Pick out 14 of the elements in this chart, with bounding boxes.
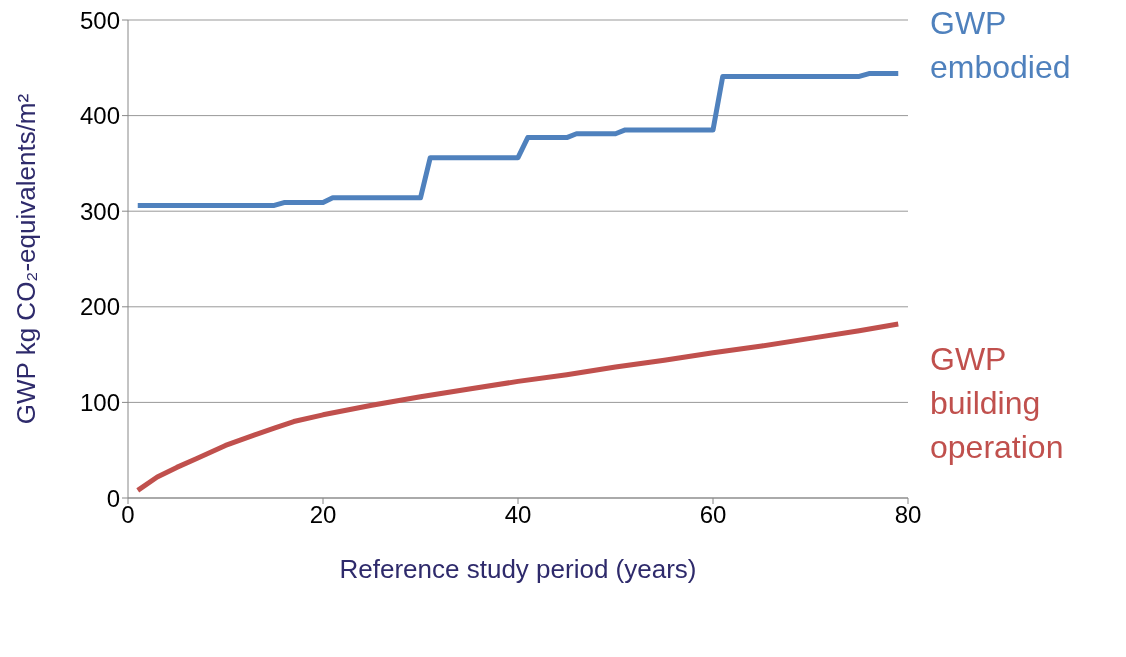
x-tick-label: 20 xyxy=(309,501,337,529)
y-axis-title: GWP kg CO₂-equivalents/m² xyxy=(11,93,42,425)
y-tick-label: 500 xyxy=(79,6,120,34)
y-tick-label: 100 xyxy=(79,388,120,416)
x-tick-label: 40 xyxy=(504,501,532,529)
series-label: GWP embodied xyxy=(930,4,1072,88)
y-tick-label: 300 xyxy=(79,197,120,225)
y-tick-label: 400 xyxy=(79,102,120,130)
x-tick-label: 60 xyxy=(699,501,727,529)
x-axis-title: Reference study period (years) xyxy=(339,554,697,584)
y-tick-label: 0 xyxy=(106,484,120,512)
x-tick-label: 80 xyxy=(894,501,922,529)
y-tick-label: 200 xyxy=(79,293,120,321)
series-label: GWP building operation xyxy=(930,340,1065,468)
